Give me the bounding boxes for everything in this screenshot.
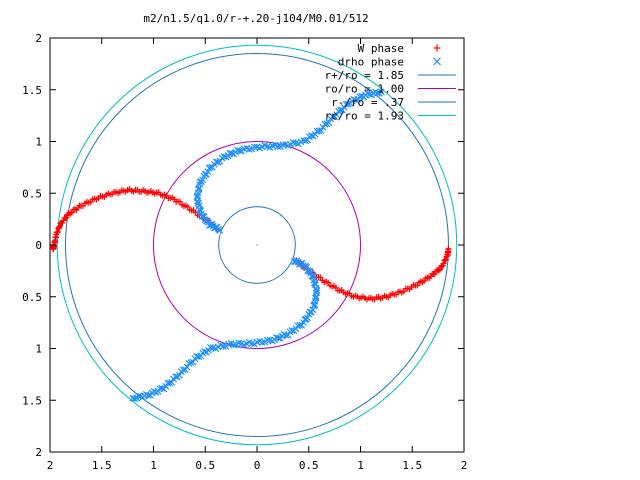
y-tick-label-1: 1.5 bbox=[22, 84, 42, 97]
axes: 2 1.5 1 0.5 0 0.5 1 1.5 221.510.500.511.52 bbox=[22, 32, 467, 472]
series-0 bbox=[50, 186, 452, 303]
point-1-0-98 bbox=[335, 107, 342, 115]
circle-0 bbox=[65, 53, 449, 437]
point-1-1-59 bbox=[261, 338, 269, 346]
point-1-0-118 bbox=[373, 89, 381, 97]
point-1-0-102 bbox=[342, 100, 350, 108]
point-1-1-57 bbox=[266, 336, 274, 344]
point-1-1-13 bbox=[306, 267, 314, 275]
point-1-1-20 bbox=[311, 279, 319, 287]
point-1-0-93 bbox=[325, 119, 333, 126]
y-tick-label-7: 1.5 bbox=[22, 394, 42, 407]
series-1 bbox=[129, 88, 385, 403]
point-1-0-22 bbox=[194, 199, 202, 207]
legend-marker-1 bbox=[433, 57, 441, 66]
center-point bbox=[256, 244, 258, 246]
point-0-1-78 bbox=[435, 267, 442, 274]
point-1-0-113 bbox=[364, 89, 372, 97]
point-1-1-102 bbox=[164, 379, 172, 387]
legend-marker-0 bbox=[433, 44, 441, 52]
point-1-1-116 bbox=[137, 392, 144, 400]
y-tick-label-3: 0.5 bbox=[22, 187, 42, 200]
point-1-0-34 bbox=[199, 176, 207, 184]
circle-1 bbox=[153, 141, 361, 349]
point-1-0-55 bbox=[236, 147, 243, 155]
point-1-1-53 bbox=[274, 334, 282, 342]
point-1-1-89 bbox=[189, 358, 197, 366]
point-1-0-40 bbox=[207, 163, 214, 171]
x-tick-label-8: 2 bbox=[461, 459, 468, 472]
y-tick-label-4: 0 bbox=[35, 239, 42, 252]
x-tick-label-6: 1 bbox=[357, 459, 364, 472]
circle-3 bbox=[56, 44, 458, 446]
point-1-1-79 bbox=[209, 344, 217, 352]
point-1-0-51 bbox=[228, 149, 236, 157]
marks bbox=[50, 44, 458, 446]
point-1-0-114 bbox=[366, 90, 373, 98]
point-0-0-112 bbox=[50, 246, 57, 253]
point-0-0-81 bbox=[64, 211, 71, 218]
legend-label-3: ro/ro = 1.00 bbox=[325, 83, 404, 96]
circle-2 bbox=[218, 206, 296, 284]
y-tick-label-6: 1 bbox=[35, 343, 42, 356]
point-1-1-43 bbox=[294, 322, 302, 330]
point-0-1-96 bbox=[445, 246, 452, 253]
point-1-1-95 bbox=[177, 368, 185, 375]
point-1-0-70 bbox=[274, 143, 282, 151]
point-1-0-61 bbox=[250, 143, 258, 151]
point-1-1-97 bbox=[174, 373, 181, 381]
point-1-1-93 bbox=[181, 366, 189, 374]
point-1-1-120 bbox=[129, 394, 137, 402]
point-1-0-95 bbox=[329, 113, 337, 121]
legend-label-5: rc/ro = 1.93 bbox=[325, 110, 404, 123]
point-0-1-83 bbox=[440, 260, 447, 267]
legend-label-1: drho phase bbox=[338, 56, 404, 69]
point-1-0-84 bbox=[307, 132, 315, 139]
point-0-1-75 bbox=[431, 271, 438, 278]
x-tick-label-3: 0.5 bbox=[195, 459, 215, 472]
point-1-0-99 bbox=[337, 106, 344, 114]
chart-title: m2/n1.5/q1.0/r-+.20-j104/M0.01/512 bbox=[143, 12, 368, 25]
point-1-1-91 bbox=[185, 360, 193, 367]
point-1-1-36 bbox=[305, 310, 313, 318]
point-1-1-100 bbox=[168, 378, 176, 386]
point-1-1-111 bbox=[146, 391, 154, 399]
point-1-1-68 bbox=[238, 339, 245, 347]
point-1-0-72 bbox=[279, 141, 287, 149]
point-1-0-59 bbox=[245, 146, 253, 153]
legend-label-4: r-/ro = .37 bbox=[331, 96, 404, 109]
x-tick-label-0: 2 bbox=[47, 459, 54, 472]
y-tick-label-5: 0.5 bbox=[22, 291, 42, 304]
point-1-1-24 bbox=[313, 287, 321, 295]
x-tick-label-7: 1.5 bbox=[402, 459, 422, 472]
point-1-0-89 bbox=[317, 126, 325, 134]
point-1-1-32 bbox=[310, 302, 318, 310]
legend-label-2: r+/ro = 1.85 bbox=[325, 69, 404, 82]
y-tick-label-0: 2 bbox=[35, 32, 42, 45]
point-1-1-86 bbox=[195, 353, 203, 361]
x-tick-label-1: 1.5 bbox=[92, 459, 112, 472]
y-tick-label-8: 2 bbox=[35, 446, 42, 459]
y-tick-label-2: 1 bbox=[35, 136, 42, 149]
x-tick-label-4: 0 bbox=[254, 459, 261, 472]
point-1-1-74 bbox=[222, 343, 230, 350]
point-1-0-91 bbox=[321, 120, 329, 128]
x-tick-label-2: 1 bbox=[150, 459, 157, 472]
legend-label-0: W phase bbox=[358, 42, 404, 55]
x-tick-label-5: 0.5 bbox=[299, 459, 319, 472]
point-0-1-86 bbox=[442, 256, 449, 263]
point-1-1-70 bbox=[232, 341, 240, 349]
point-1-1-119 bbox=[131, 395, 139, 403]
point-1-0-120 bbox=[377, 88, 385, 96]
point-0-1-79 bbox=[436, 266, 443, 273]
